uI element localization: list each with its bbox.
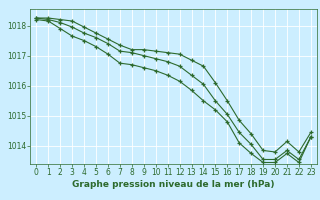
X-axis label: Graphe pression niveau de la mer (hPa): Graphe pression niveau de la mer (hPa): [72, 180, 275, 189]
